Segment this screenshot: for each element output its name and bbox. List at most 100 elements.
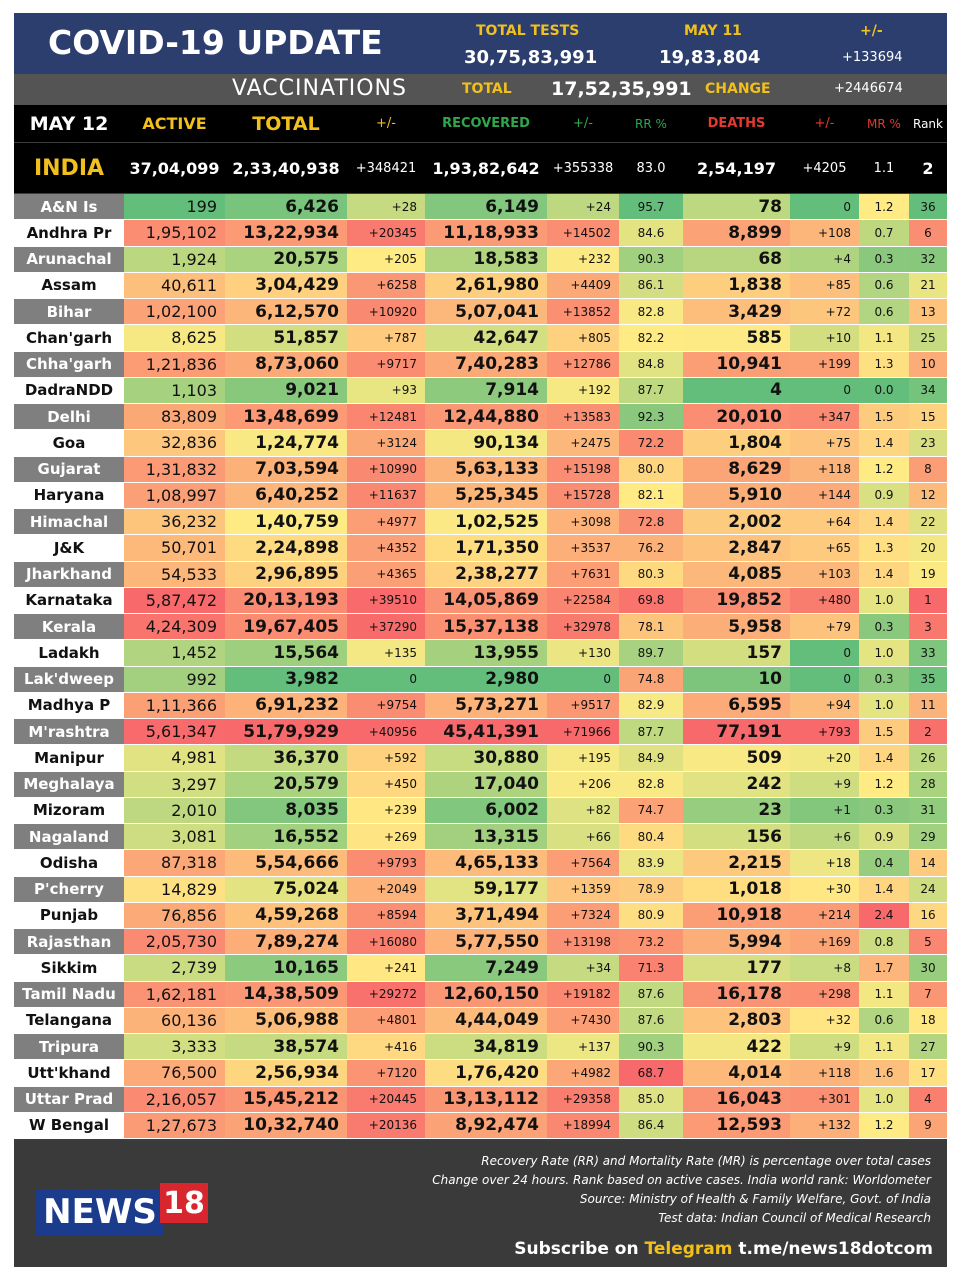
table-row: J&K 50,701 2,24,898 +4352 1,71,350 +3537 76.2 2… [14, 535, 947, 562]
cell-dc: +301 [790, 1086, 859, 1113]
cell-mr: 1.4 [859, 561, 909, 588]
cell-mr: 1.0 [859, 640, 909, 667]
cell-rank: 19 [909, 561, 947, 588]
cell-dc: +480 [790, 587, 859, 614]
state-name: W Bengal [14, 1112, 124, 1139]
cell-dc: +9 [790, 771, 859, 798]
cell-rec: 2,980 [425, 666, 547, 693]
cell-rr: 87.7 [619, 719, 683, 746]
cell-dc: +118 [790, 456, 859, 483]
cell-rr: 86.1 [619, 272, 683, 299]
state-name: Lak'dweep [14, 666, 124, 693]
cell-rc: 0 [547, 666, 619, 693]
table-row: Nagaland 3,081 16,552 +269 13,315 +66 80.4 156 +… [14, 824, 947, 851]
cell-rank: 33 [909, 640, 947, 667]
cell-tc: +16080 [347, 929, 425, 956]
cell-rc: +32978 [547, 614, 619, 641]
cell-active: 36,232 [124, 509, 225, 536]
cell-rr: 87.7 [619, 377, 683, 404]
cell-tc: +135 [347, 640, 425, 667]
cell-rc: +4409 [547, 272, 619, 299]
cell-rec: 7,40,283 [425, 351, 547, 378]
state-name: Jharkhand [14, 561, 124, 588]
cell-rc: +130 [547, 640, 619, 667]
state-name: Rajasthan [14, 929, 124, 956]
cell-dc: +298 [790, 981, 859, 1008]
cell-deaths: 5,958 [683, 614, 790, 641]
cell-tc: +239 [347, 797, 425, 824]
cell-tc: +20345 [347, 220, 425, 247]
cell-dc: +30 [790, 876, 859, 903]
cell-rank: 36 [909, 194, 947, 221]
cell-rr: 90.3 [619, 1034, 683, 1061]
col-recovered: RECOVERED [425, 105, 547, 142]
cell-total: 9,021 [225, 377, 347, 404]
cell-rr: 89.7 [619, 640, 683, 667]
cell-active: 60,136 [124, 1007, 225, 1034]
col-deaths: DEATHS [683, 105, 790, 142]
table-row: Chan'garh 8,625 51,857 +787 42,647 +805 82.2 58… [14, 325, 947, 352]
cell-rc: +13198 [547, 929, 619, 956]
cell-mr: 1.0 [859, 587, 909, 614]
cell-total: 51,857 [225, 325, 347, 352]
cell-rr: 80.3 [619, 561, 683, 588]
table-row: Tamil Nadu 1,62,181 14,38,509 +29272 12,60,1… [14, 981, 947, 1008]
cell-rec: 2,38,277 [425, 561, 547, 588]
cell-rr: 73.2 [619, 929, 683, 956]
cell-dc: +18 [790, 850, 859, 877]
cell-rank: 20 [909, 535, 947, 562]
cell-rec: 2,61,980 [425, 272, 547, 299]
cell-total: 15,45,212 [225, 1086, 347, 1113]
cell-dc: +132 [790, 1112, 859, 1139]
cell-mr: 2.4 [859, 902, 909, 929]
cell-tc: +787 [347, 325, 425, 352]
india-deaths-change: +4205 [790, 143, 859, 193]
cell-deaths: 8,899 [683, 220, 790, 247]
cell-rec: 5,77,550 [425, 929, 547, 956]
cell-active: 4,981 [124, 745, 225, 772]
cell-total: 5,54,666 [225, 850, 347, 877]
state-name: DadraNDD [14, 377, 124, 404]
cell-mr: 1.4 [859, 876, 909, 903]
footnote-change: Change over 24 hours. Rank based on acti… [432, 1173, 931, 1187]
cell-dc: +103 [790, 561, 859, 588]
state-name: Goa [14, 430, 124, 457]
cell-rec: 90,134 [425, 430, 547, 457]
table-row: M'rashtra 5,61,347 51,79,929 +40956 45,41,39… [14, 719, 947, 746]
state-name: J&K [14, 535, 124, 562]
cell-deaths: 242 [683, 771, 790, 798]
cell-tc: 0 [347, 666, 425, 693]
cell-deaths: 585 [683, 325, 790, 352]
telegram-link[interactable]: t.me/news18dotcom [738, 1239, 933, 1259]
cell-active: 992 [124, 666, 225, 693]
cell-tc: +28 [347, 194, 425, 221]
cell-rc: +13852 [547, 299, 619, 326]
cell-deaths: 3,429 [683, 299, 790, 326]
cell-tc: +3124 [347, 430, 425, 457]
cell-rec: 8,92,474 [425, 1112, 547, 1139]
cell-deaths: 157 [683, 640, 790, 667]
cell-rec: 6,149 [425, 194, 547, 221]
cell-rec: 5,25,345 [425, 482, 547, 509]
cell-rank: 6 [909, 220, 947, 247]
cell-dc: +199 [790, 351, 859, 378]
cell-dc: 0 [790, 377, 859, 404]
cell-rr: 82.1 [619, 482, 683, 509]
cell-rank: 11 [909, 692, 947, 719]
cell-deaths: 1,018 [683, 876, 790, 903]
cell-rank: 5 [909, 929, 947, 956]
cell-rc: +4982 [547, 1060, 619, 1087]
cell-rc: +22584 [547, 587, 619, 614]
cell-tc: +93 [347, 377, 425, 404]
state-name: Utt'khand [14, 1060, 124, 1087]
cell-mr: 0.3 [859, 614, 909, 641]
cell-deaths: 422 [683, 1034, 790, 1061]
cell-total: 6,426 [225, 194, 347, 221]
table-row: Odisha 87,318 5,54,666 +9793 4,65,133 +7564 83… [14, 850, 947, 877]
vacc-total-value: 17,52,35,991 [551, 78, 692, 100]
cell-rr: 74.7 [619, 797, 683, 824]
cell-dc: +169 [790, 929, 859, 956]
vacc-change-label: CHANGE [705, 81, 771, 97]
india-recovered-change: +355338 [547, 143, 619, 193]
cell-mr: 0.3 [859, 246, 909, 273]
